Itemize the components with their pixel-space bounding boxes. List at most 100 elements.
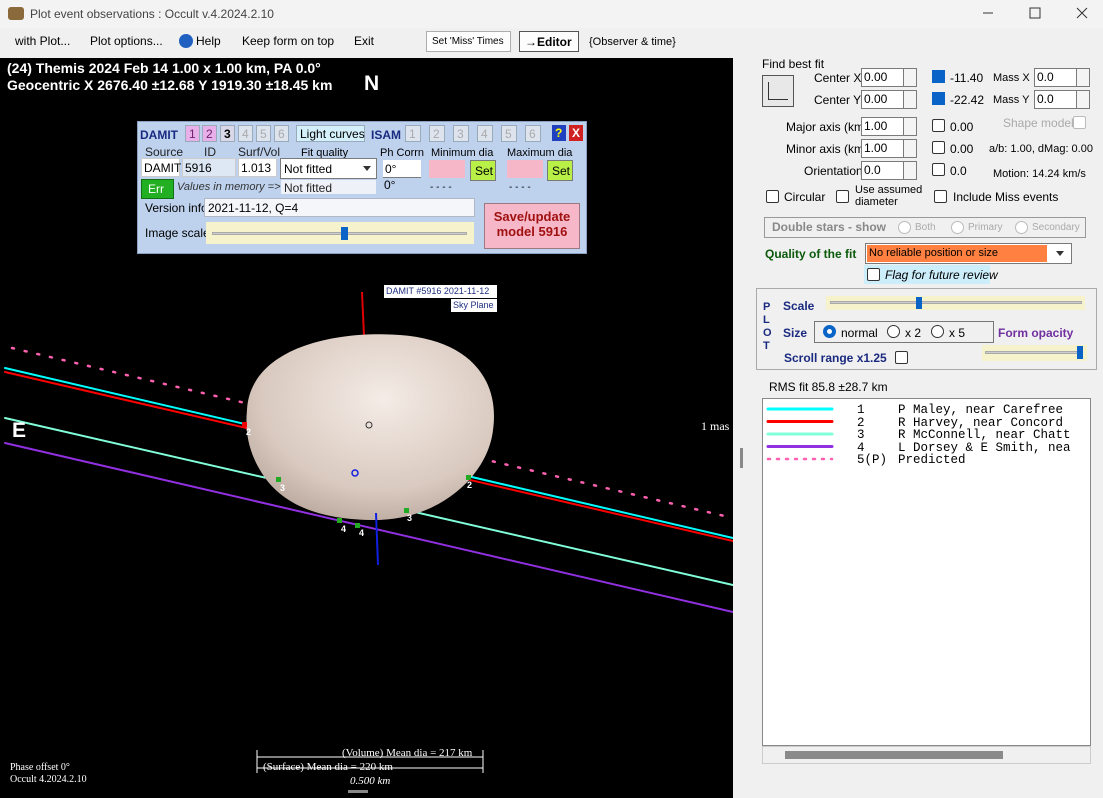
- text-input[interactable]: [204, 198, 475, 217]
- menu-item[interactable]: Help: [196, 34, 221, 48]
- text-input[interactable]: [429, 160, 465, 178]
- circular[interactable]: Circular: [784, 190, 826, 204]
- button[interactable]: [296, 125, 365, 142]
- set-max[interactable]: Set: [552, 164, 571, 178]
- model-number[interactable]: 5: [505, 127, 512, 141]
- include-miss-events[interactable]: Include Miss events: [953, 190, 1059, 204]
- text-input[interactable]: [238, 158, 277, 177]
- checkbox[interactable]: [932, 70, 945, 83]
- model-button[interactable]: [238, 125, 253, 142]
- scrollbar-thumb[interactable]: [785, 751, 1003, 759]
- button[interactable]: [552, 125, 566, 141]
- flag-review[interactable]: Flag for future review: [885, 268, 998, 282]
- splitter[interactable]: [740, 448, 743, 468]
- model-number[interactable]: 2: [433, 127, 440, 141]
- text-input[interactable]: [507, 160, 543, 178]
- button[interactable]: [141, 179, 174, 199]
- model-button[interactable]: [477, 125, 493, 142]
- editor-button[interactable]: →Editor: [525, 35, 572, 49]
- set-miss-times[interactable]: Set 'Miss' Times: [432, 36, 504, 47]
- menu-item[interactable]: Keep form on top: [242, 34, 335, 48]
- checkbox[interactable]: [932, 163, 945, 176]
- spinner[interactable]: [903, 161, 917, 180]
- button[interactable]: [426, 31, 511, 52]
- center-y[interactable]: 0.00: [864, 92, 888, 106]
- radio-button[interactable]: [931, 325, 944, 338]
- quality[interactable]: No reliable position or size: [869, 247, 999, 259]
- use-assumed-diameter[interactable]: Use assumed diameter: [855, 184, 923, 208]
- radio-button[interactable]: [951, 221, 964, 234]
- spinner[interactable]: [1076, 90, 1090, 109]
- version-info[interactable]: 2021-11-12, Q=4: [208, 201, 299, 215]
- spinner[interactable]: [903, 68, 917, 87]
- id[interactable]: 5916: [185, 161, 212, 175]
- minor-axis[interactable]: 1.00: [864, 141, 888, 155]
- set-min[interactable]: Set: [475, 164, 494, 178]
- slider-thumb[interactable]: [341, 227, 348, 240]
- radio-button[interactable]: [887, 325, 900, 338]
- checkbox[interactable]: [867, 268, 880, 281]
- radio-button[interactable]: [823, 325, 836, 338]
- help[interactable]: ?: [555, 126, 563, 140]
- checkbox[interactable]: [766, 190, 779, 203]
- model-number[interactable]: 6: [529, 127, 536, 141]
- major-axis[interactable]: 1.00: [864, 119, 888, 133]
- center-x[interactable]: 0.00: [864, 70, 888, 84]
- model-button[interactable]: [429, 125, 445, 142]
- checkbox[interactable]: [895, 351, 908, 364]
- ph-corrn[interactable]: 0°: [385, 162, 397, 176]
- model-number[interactable]: 4: [481, 127, 488, 141]
- slider-thumb[interactable]: [916, 297, 922, 309]
- model-button[interactable]: [405, 125, 421, 142]
- button[interactable]: [470, 160, 496, 181]
- model-number[interactable]: 3: [457, 127, 464, 141]
- checkbox[interactable]: [934, 190, 947, 203]
- checkbox[interactable]: [836, 190, 849, 203]
- checkbox[interactable]: [932, 119, 945, 132]
- observer-time[interactable]: {Observer & time}: [589, 36, 676, 48]
- checkbox[interactable]: [932, 141, 945, 154]
- model-button[interactable]: [453, 125, 469, 142]
- model-number[interactable]: 5: [260, 127, 267, 141]
- text-input[interactable]: [182, 158, 236, 177]
- menu-item[interactable]: with Plot...: [15, 34, 71, 48]
- close[interactable]: X: [572, 126, 581, 140]
- model-button[interactable]: [185, 125, 200, 142]
- err[interactable]: Err: [148, 182, 164, 196]
- button[interactable]: [519, 31, 579, 52]
- model-number[interactable]: 1: [409, 127, 416, 141]
- model-number[interactable]: 6: [278, 127, 285, 141]
- slider-thumb[interactable]: [1077, 346, 1083, 359]
- source[interactable]: DAMIT: [144, 161, 182, 175]
- text-input[interactable]: [141, 158, 180, 177]
- window-controls[interactable]: [983, 0, 1103, 28]
- surf-vol[interactable]: 1.013: [241, 161, 272, 175]
- button[interactable]: [547, 160, 573, 181]
- spinner[interactable]: [903, 117, 917, 136]
- model-button[interactable]: [525, 125, 541, 142]
- model-number[interactable]: 2: [206, 127, 213, 141]
- fit-quality[interactable]: Not fitted: [284, 162, 333, 176]
- mass-y[interactable]: 0.0: [1037, 92, 1054, 106]
- model-button[interactable]: [220, 125, 235, 142]
- menu-item[interactable]: Exit: [354, 34, 375, 48]
- text-input[interactable]: [383, 160, 421, 178]
- dropdown[interactable]: [280, 158, 377, 179]
- model-button[interactable]: [274, 125, 289, 142]
- fit-button[interactable]: [762, 75, 794, 107]
- model-button[interactable]: [501, 125, 517, 142]
- checkbox[interactable]: [1073, 116, 1086, 129]
- checkbox[interactable]: [932, 92, 945, 105]
- light-curves[interactable]: Light curves: [300, 127, 365, 141]
- menu-item[interactable]: Plot options...: [90, 34, 163, 48]
- save-update[interactable]: Save/update model 5916: [493, 209, 571, 239]
- x5[interactable]: x 5: [949, 326, 966, 340]
- button[interactable]: [569, 125, 583, 141]
- orientation[interactable]: 0.0: [864, 163, 881, 177]
- model-button[interactable]: [256, 125, 271, 142]
- spinner[interactable]: [903, 90, 917, 109]
- button[interactable]: [484, 203, 580, 249]
- model-button[interactable]: [202, 125, 217, 142]
- normal[interactable]: normal: [841, 326, 878, 340]
- model-number[interactable]: 4: [242, 127, 249, 141]
